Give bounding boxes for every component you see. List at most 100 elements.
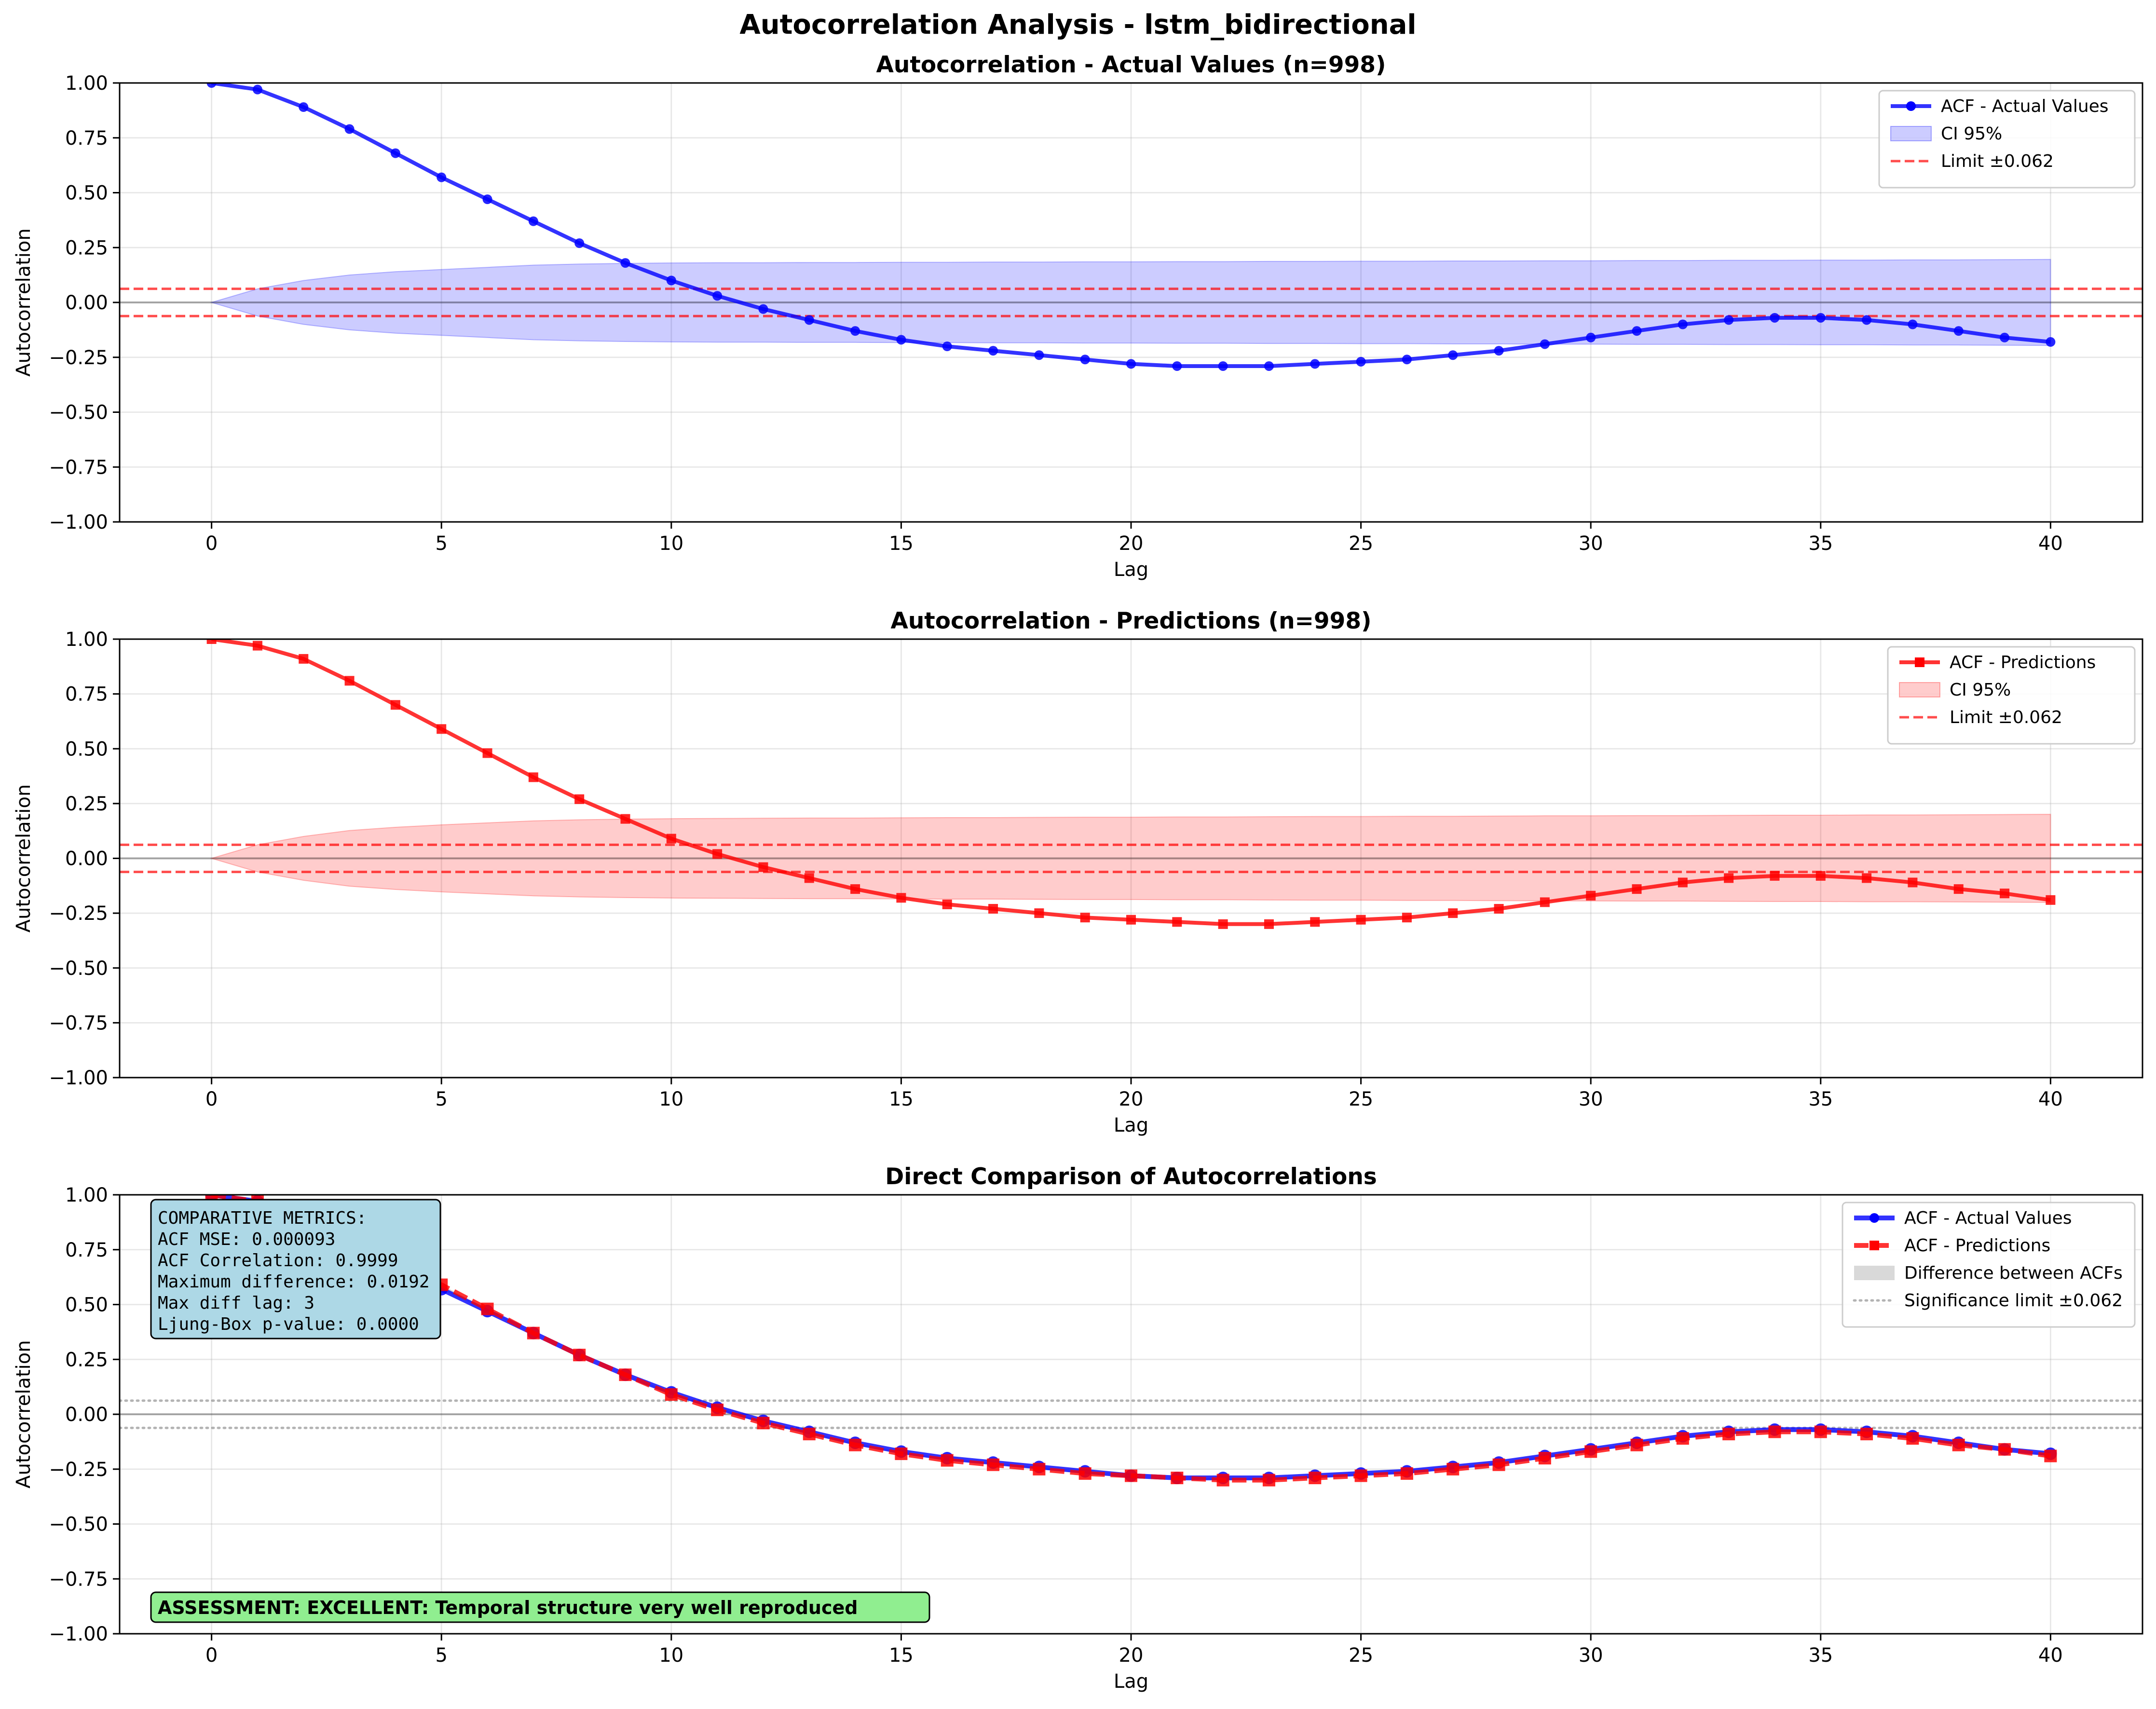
- y-tick-label: 0.00: [65, 848, 108, 870]
- data-point-actual: [1586, 332, 1596, 342]
- data-point-actual: [437, 172, 447, 182]
- legend-patch-ci: [1899, 682, 1940, 697]
- data-point-predictions: [1125, 1469, 1137, 1482]
- y-tick-label: 1.00: [65, 72, 108, 95]
- data-point-actual: [988, 346, 998, 356]
- assessment-text: ASSESSMENT: EXCELLENT: Temporal structur…: [158, 1597, 858, 1618]
- x-tick-label: 35: [1808, 1088, 1833, 1110]
- legend-label: Significance limit ±0.062: [1904, 1291, 2123, 1311]
- legend-marker-circle: [1906, 101, 1916, 111]
- data-point-predictions: [1356, 915, 1366, 925]
- legend-patch-ci: [1890, 126, 1932, 141]
- data-point-predictions: [1354, 1469, 1367, 1482]
- data-point-actual: [1080, 355, 1090, 365]
- y-tick-label: −1.00: [49, 1623, 108, 1645]
- data-point-predictions: [1768, 1425, 1781, 1438]
- data-point-predictions: [1908, 877, 1918, 888]
- data-point-predictions: [1216, 1474, 1229, 1487]
- data-point-predictions: [1492, 1458, 1505, 1471]
- y-axis-label: Autocorrelation: [13, 1340, 35, 1489]
- data-point-predictions: [527, 1326, 540, 1340]
- y-tick-label: −0.75: [49, 1012, 108, 1034]
- data-point-actual: [1310, 359, 1320, 369]
- data-point-predictions: [942, 899, 952, 909]
- metrics-line: ACF Correlation: 0.9999: [158, 1251, 398, 1271]
- y-axis-label: Autocorrelation: [13, 784, 35, 933]
- data-point-actual: [758, 304, 768, 314]
- data-point-predictions: [1815, 871, 1826, 881]
- data-point-actual: [620, 258, 630, 268]
- data-point-predictions: [1080, 913, 1090, 923]
- data-point-predictions: [1264, 919, 1274, 929]
- data-point-predictions: [1586, 890, 1596, 901]
- x-tick-label: 20: [1119, 533, 1144, 555]
- y-tick-label: −0.25: [49, 347, 108, 369]
- y-tick-label: −1.00: [49, 1067, 108, 1089]
- legend-frame: [1878, 90, 2136, 189]
- data-point-actual: [666, 275, 676, 286]
- data-point-predictions: [482, 748, 492, 758]
- data-point-actual: [1862, 315, 1872, 325]
- x-tick-label: 10: [659, 533, 683, 555]
- data-point-predictions: [1310, 917, 1320, 927]
- data-point-predictions: [988, 904, 998, 914]
- data-point-predictions: [666, 834, 676, 844]
- data-point-actual: [804, 315, 814, 325]
- data-point-predictions: [1126, 915, 1136, 925]
- legend-marker-circle: [1869, 1213, 1879, 1223]
- legend-label: CI 95%: [1941, 124, 2002, 144]
- data-point-predictions: [1724, 873, 1734, 883]
- data-point-actual: [896, 335, 906, 345]
- data-point-predictions: [850, 884, 860, 894]
- y-tick-label: 1.00: [65, 1184, 108, 1206]
- data-point-predictions: [757, 1417, 770, 1430]
- panel-title: Autocorrelation - Actual Values (n=998): [876, 52, 1386, 78]
- x-tick-label: 0: [205, 533, 218, 555]
- data-point-predictions: [2044, 1449, 2057, 1463]
- figure-suptitle: Autocorrelation Analysis - lstm_bidirect…: [739, 9, 1416, 41]
- metrics-line: COMPARATIVE METRICS:: [158, 1208, 367, 1228]
- data-point-predictions: [1722, 1427, 1735, 1440]
- x-tick-label: 15: [889, 533, 914, 555]
- legend: ACF - Predictions CI 95% Limit ±0.062: [1887, 646, 2136, 745]
- data-point-actual: [2046, 337, 2056, 347]
- data-point-actual: [528, 216, 538, 226]
- legend-label: ACF - Actual Values: [1941, 96, 2109, 116]
- x-tick-label: 30: [1579, 1088, 1603, 1110]
- data-point-predictions: [1448, 908, 1458, 918]
- y-tick-label: −0.75: [49, 456, 108, 479]
- data-point-actual: [1034, 350, 1044, 360]
- plot-area: [120, 83, 2142, 522]
- legend-label: ACF - Predictions: [1904, 1236, 2050, 1256]
- data-point-actual: [1126, 359, 1136, 369]
- data-point-predictions: [1630, 1438, 1643, 1451]
- x-tick-label: 35: [1808, 1644, 1833, 1667]
- data-point-predictions: [1078, 1467, 1092, 1480]
- data-point-actual: [942, 342, 952, 351]
- data-point-actual: [1815, 313, 1826, 323]
- data-point-actual: [1678, 319, 1688, 329]
- assessment-box: ASSESSMENT: EXCELLENT: Temporal structur…: [150, 1591, 930, 1623]
- data-point-predictions: [1262, 1474, 1275, 1487]
- x-tick-label: 30: [1579, 1644, 1603, 1667]
- x-tick-label: 10: [659, 1088, 683, 1110]
- data-point-actual: [1402, 355, 1412, 365]
- data-point-predictions: [573, 1349, 586, 1362]
- panel-predictions: 0 5 10 15 20 25 30 35 40 1.00 0.75 0.50 0.25 0.00 −0.2…: [13, 608, 2143, 1136]
- data-point-actual: [344, 124, 355, 134]
- data-point-actual: [252, 84, 262, 95]
- x-axis-label: Lag: [1114, 559, 1148, 581]
- y-tick-label: −0.25: [49, 1459, 108, 1481]
- data-point-actual: [299, 102, 309, 112]
- legend-marker-square: [1869, 1241, 1879, 1250]
- data-point-actual: [1494, 346, 1504, 356]
- data-point-predictions: [1540, 897, 1550, 907]
- x-tick-label: 40: [2038, 1088, 2063, 1110]
- x-tick-label: 40: [2038, 533, 2063, 555]
- data-point-predictions: [712, 849, 723, 859]
- legend-label: CI 95%: [1950, 680, 2011, 700]
- data-point-predictions: [481, 1302, 494, 1315]
- legend-frame: [1842, 1202, 2136, 1328]
- y-tick-label: −0.50: [49, 402, 108, 424]
- y-tick-label: 0.25: [65, 237, 108, 259]
